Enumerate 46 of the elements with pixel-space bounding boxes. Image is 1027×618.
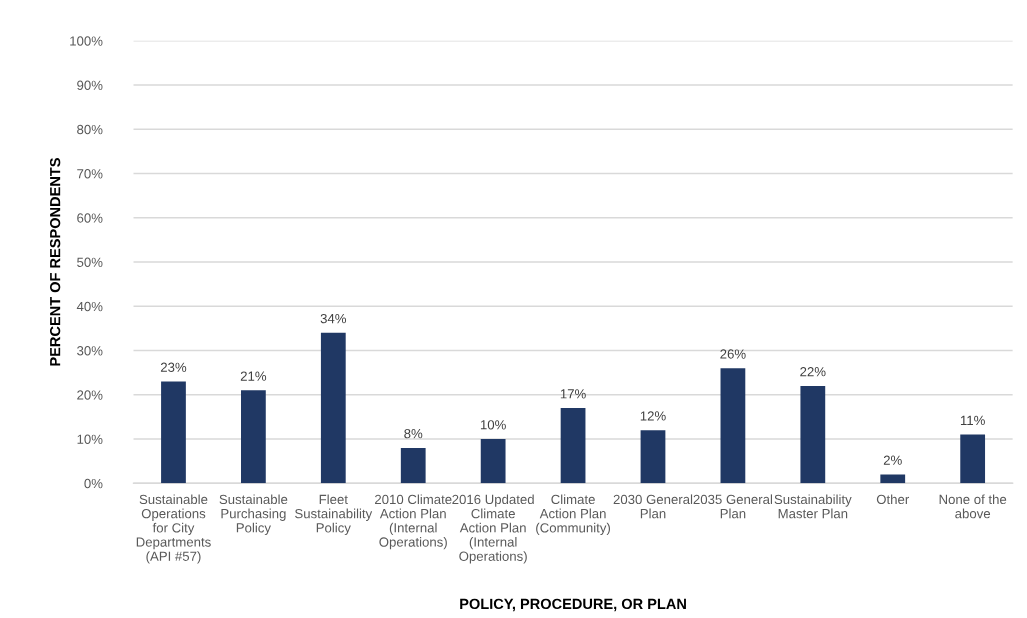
bar [960, 434, 986, 484]
y-tick-label: 50% [77, 257, 103, 267]
data-label: 17% [560, 389, 586, 399]
data-label: 2% [883, 455, 902, 465]
data-label: 34% [320, 313, 347, 324]
y-tick-label: 90% [77, 80, 103, 90]
data-label: 11% [960, 415, 985, 425]
x-axis-title: POLICY, PROCEDURE, OR PLAN [460, 598, 686, 612]
y-tick-label: 10% [77, 434, 103, 444]
x-tick-label: Climate Action Plan (Community) [536, 494, 610, 536]
x-tick-label: None of the above [939, 494, 1007, 519]
bar [320, 332, 346, 484]
x-tick-label: Sustainability Master Plan [774, 494, 852, 519]
x-tick-label: 2016 Updated Climate Action Plan (Internal Operations) [452, 494, 534, 564]
bar [480, 439, 506, 484]
bar [161, 381, 186, 484]
data-label: 23% [160, 362, 187, 372]
data-label: 8% [404, 428, 423, 439]
x-tick-label: Other [876, 494, 910, 505]
y-tick-label: 30% [77, 346, 103, 356]
y-tick-label: 100% [70, 36, 103, 46]
x-tick-label: 2010 Climate Action Plan (Internal Operations) [375, 494, 452, 550]
x-tick-label: 2035 General Plan [693, 494, 773, 519]
x-tick-label: Sustainable Purchasing Policy [219, 494, 288, 536]
data-label: 12% [640, 411, 666, 421]
bar [400, 447, 426, 484]
bar [560, 408, 586, 484]
y-tick-label: 20% [77, 390, 103, 400]
bar [800, 385, 826, 484]
bar [640, 430, 666, 484]
y-tick-label: 0% [84, 478, 103, 489]
bar [720, 368, 746, 484]
x-tick-label: Fleet Sustainability Policy [295, 494, 373, 536]
data-label: 21% [240, 371, 267, 381]
data-label: 26% [720, 349, 746, 359]
x-tick-label: Sustainable Operations for City Departments (API #57) [136, 494, 211, 564]
y-tick-label: 80% [77, 124, 103, 135]
x-tick-label: 2030 General Plan [613, 494, 693, 519]
y-tick-label: 40% [76, 301, 103, 312]
y-axis-title: PERCENT OF RESPONDENTS [49, 158, 61, 366]
bar [241, 390, 266, 484]
data-label: 22% [800, 367, 826, 377]
bar [880, 474, 906, 484]
data-label: 10% [480, 420, 506, 430]
y-tick-label: 60% [77, 213, 103, 223]
y-tick-label: 70% [77, 169, 103, 179]
